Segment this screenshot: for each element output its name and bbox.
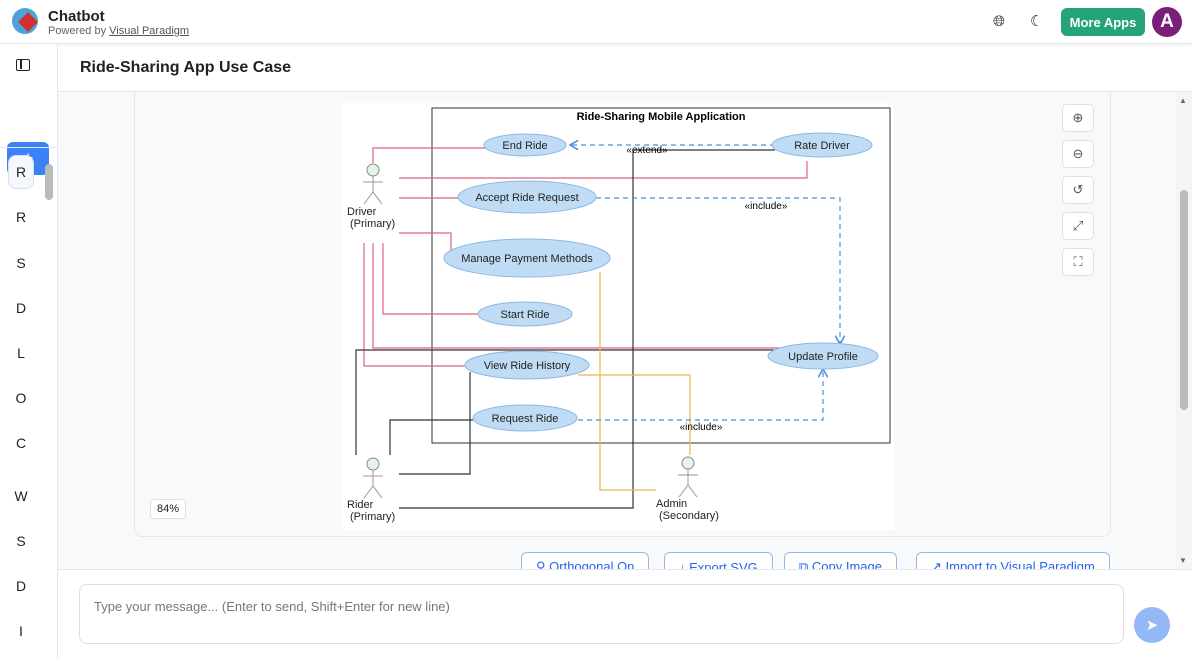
driver-associations — [363, 147, 808, 367]
sidebar-scrollbar[interactable] — [45, 152, 53, 652]
export-svg-button[interactable]: ↓ Export SVG — [664, 552, 773, 569]
use-case-label: Update Profile — [788, 351, 858, 363]
use-case-label: View Ride History — [484, 360, 571, 372]
reset-icon[interactable]: ↺ — [1062, 176, 1094, 204]
import-vp-button[interactable]: ↗ Import to Visual Paradigm — [916, 552, 1110, 569]
use-case[interactable] — [767, 342, 879, 370]
moon-icon[interactable]: ☾ — [1030, 13, 1044, 30]
use-case[interactable] — [464, 350, 590, 380]
actor-label: (Secondary) — [659, 510, 719, 522]
actor-label: Driver — [347, 206, 377, 218]
use-case-label: Rate Driver — [794, 140, 850, 152]
actor-label: Rider — [347, 499, 374, 511]
sidebar-item[interactable]: R — [15, 209, 27, 225]
extend-label: «extend» — [626, 145, 668, 156]
use-case[interactable] — [483, 133, 567, 157]
visual-paradigm-logo — [12, 8, 38, 34]
globe-icon[interactable]: 🌐︎ — [993, 13, 1006, 30]
orthogonal-button[interactable]: ⚲ Orthogonal On — [521, 552, 650, 569]
zoom-level: 84% — [150, 499, 187, 519]
fullscreen-icon[interactable]: ⛶ — [1062, 248, 1094, 276]
use-case[interactable] — [472, 404, 578, 432]
actor[interactable] — [678, 456, 698, 498]
more-apps-button[interactable]: More Apps — [1061, 8, 1145, 36]
use-case[interactable] — [457, 180, 597, 214]
actor-label: (Primary) — [350, 511, 395, 523]
include-label: «include» — [745, 201, 788, 212]
use-case-label: Start Ride — [501, 309, 550, 321]
app-header: Chatbot Powered by Visual Paradigm 🌐︎ ☾ … — [0, 0, 1192, 44]
powered-by: Powered by Visual Paradigm — [48, 25, 190, 37]
sidebar-item[interactable]: C — [15, 435, 27, 451]
page-title: Ride-Sharing App Use Case — [58, 44, 1192, 92]
admin-associations — [578, 272, 691, 491]
copy-image-button[interactable]: ⧉ Copy Image — [784, 552, 897, 569]
rider-associations — [355, 149, 790, 509]
include-label: «include» — [680, 422, 723, 433]
system-title: Ride-Sharing Mobile Application — [577, 111, 746, 123]
main-scrollbar[interactable]: ▲ ▼ — [1176, 92, 1192, 569]
use-case[interactable] — [443, 238, 611, 278]
sidebar-item[interactable]: O — [15, 390, 27, 406]
send-button[interactable]: ➤ — [1134, 607, 1170, 643]
avatar[interactable]: A — [1152, 7, 1182, 37]
sidebar-item[interactable]: D — [15, 300, 27, 316]
sidebar-item[interactable]: W — [14, 488, 28, 504]
dependencies — [570, 145, 840, 421]
message-input[interactable]: Type your message... (Enter to send, Shi… — [79, 584, 1124, 644]
actor[interactable] — [363, 163, 383, 205]
app-title: Chatbot — [48, 8, 105, 25]
zoom-in-button[interactable]: ⊕ — [1062, 104, 1094, 132]
visual-paradigm-link[interactable]: Visual Paradigm — [109, 25, 190, 37]
actor-label: (Primary) — [350, 218, 395, 230]
use-case-label: End Ride — [502, 140, 547, 152]
use-case-label: Request Ride — [492, 413, 559, 425]
sidebar-item[interactable]: I — [19, 623, 23, 639]
use-case[interactable] — [771, 132, 873, 158]
system-boundary — [431, 107, 891, 444]
use-case[interactable] — [477, 301, 573, 327]
use-case-label: Accept Ride Request — [475, 192, 578, 204]
actor[interactable] — [363, 457, 383, 499]
sidebar-item[interactable]: D — [15, 578, 27, 594]
actor-label: Admin — [656, 498, 687, 510]
zoom-out-button[interactable]: ⊖ — [1062, 140, 1094, 168]
sidebar-item[interactable]: S — [16, 255, 26, 271]
sidebar-item[interactable]: S — [16, 533, 26, 549]
sidebar-item[interactable]: L — [17, 345, 25, 361]
sidebar-toggle-icon[interactable] — [16, 59, 30, 71]
fit-icon[interactable]: ⤢ — [1062, 212, 1094, 240]
use-case-label: Manage Payment Methods — [461, 253, 593, 265]
sidebar-item[interactable]: R — [8, 155, 34, 189]
